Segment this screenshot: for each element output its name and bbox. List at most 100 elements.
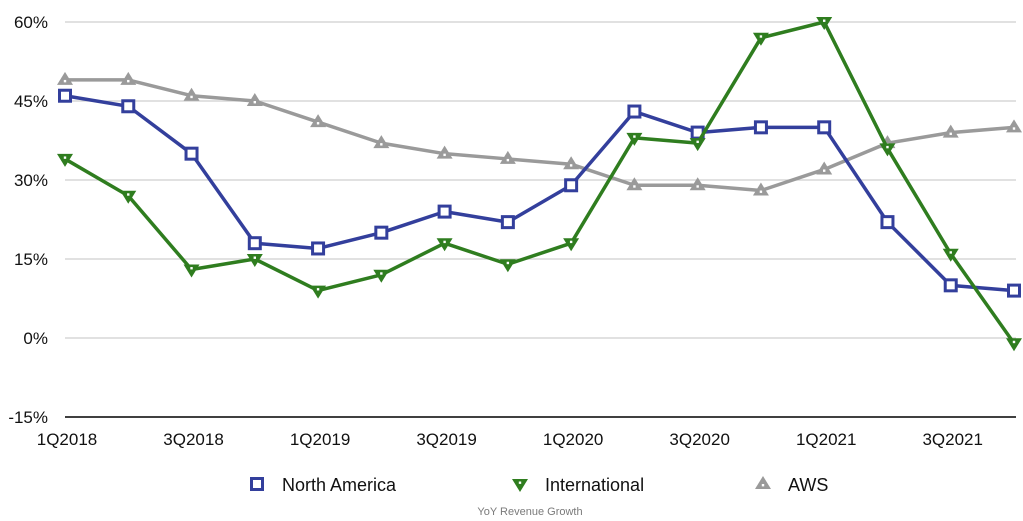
legend-label: AWS (788, 475, 828, 495)
data-point-marker (311, 241, 326, 256)
data-point-marker (879, 143, 896, 157)
marker-dot (63, 156, 67, 159)
series-line (65, 78, 1015, 193)
data-point-marker (57, 153, 73, 167)
data-point-marker (564, 178, 579, 193)
data-point-marker (500, 215, 515, 230)
marker-dot (1012, 127, 1016, 130)
data-point-marker (373, 269, 390, 283)
data-point-marker (373, 135, 390, 149)
data-point-marker (816, 161, 833, 175)
marker-dot (316, 288, 320, 291)
x-tick-label: 1Q2021 (796, 430, 857, 449)
data-point-marker (942, 124, 959, 138)
marker-dot (1012, 340, 1016, 344)
x-tick-label: 1Q2020 (543, 430, 604, 449)
data-point-marker (374, 225, 389, 240)
legend: North America International AWS (250, 475, 828, 495)
marker-dot (823, 19, 826, 22)
marker-dot (190, 267, 193, 270)
marker-dot (949, 251, 952, 254)
triangle-up-icon (755, 476, 771, 489)
marker-dot (569, 240, 573, 244)
y-axis: 60% 45% 30% 15% 0% -15% (8, 13, 48, 427)
y-tick-label: 60% (14, 13, 48, 32)
data-point-marker (247, 236, 262, 251)
marker-dot (63, 79, 67, 83)
marker-dot (443, 240, 446, 244)
marker-dot (190, 95, 193, 99)
data-point-marker (183, 87, 200, 101)
marker-dot (759, 190, 763, 193)
y-tick-label: -15% (8, 408, 48, 427)
marker-dot (886, 145, 889, 149)
data-point-marker (310, 114, 327, 128)
series-international (57, 17, 1022, 352)
data-point-marker (183, 264, 200, 278)
data-point-marker (626, 177, 643, 191)
data-point-marker (246, 254, 263, 267)
data-point-marker (563, 156, 580, 170)
marker-dot (761, 484, 765, 487)
legend-item-aws: AWS (755, 475, 828, 495)
data-point-marker (57, 71, 73, 85)
data-point-marker (120, 190, 137, 204)
y-tick-label: 30% (14, 171, 48, 190)
series-line (64, 94, 1015, 293)
legend-item-international: International (512, 475, 644, 495)
data-point-marker (626, 132, 643, 146)
data-point-marker (942, 248, 959, 262)
series-aws (57, 71, 1022, 196)
data-point-marker (752, 182, 769, 196)
marker-dot (759, 35, 763, 38)
marker-dot (633, 185, 636, 188)
legend-label: North America (282, 475, 397, 495)
data-point-marker (752, 32, 769, 46)
data-point-marker (563, 238, 580, 252)
marker-dot (569, 164, 573, 167)
series-north-america (58, 88, 1021, 298)
marker-dot (443, 153, 446, 157)
x-tick-label: 1Q2019 (290, 430, 351, 449)
data-point-marker (1006, 119, 1022, 133)
x-tick-label: 3Q2018 (163, 430, 224, 449)
marker-dot (316, 122, 320, 125)
marker-dot (633, 135, 636, 138)
data-point-marker (689, 138, 706, 152)
x-tick-label: 3Q2021 (922, 430, 983, 449)
data-point-marker (499, 150, 516, 164)
y-tick-label: 45% (14, 92, 48, 111)
chart-caption: YoY Revenue Growth (477, 506, 582, 518)
marker-dot (380, 143, 383, 146)
legend-label: International (545, 475, 644, 495)
series-line (64, 20, 1016, 345)
data-point-marker (310, 285, 327, 299)
x-axis: 1Q2018 3Q2018 1Q2019 3Q2019 1Q2020 3Q2020 1Q20… (37, 430, 983, 449)
data-point-marker (689, 177, 706, 191)
data-point-marker (499, 259, 516, 273)
gridlines (65, 21, 1016, 418)
data-point-marker (58, 88, 72, 103)
marker-dot (823, 169, 826, 172)
data-point-marker (246, 93, 263, 106)
square-icon (250, 477, 264, 491)
marker-dot (506, 158, 510, 162)
data-point-marker (120, 71, 137, 85)
marker-dot (696, 140, 699, 144)
x-tick-label: 1Q2018 (37, 430, 98, 449)
y-tick-label: 15% (14, 250, 48, 269)
data-point-marker (1006, 338, 1022, 352)
marker-dot (127, 79, 130, 83)
series-lines (57, 17, 1022, 352)
data-point-marker (436, 145, 453, 159)
marker-dot (253, 256, 256, 259)
data-point-marker (436, 238, 453, 252)
data-point-marker (943, 278, 958, 293)
data-point-marker (817, 120, 832, 135)
marker-dot (127, 193, 130, 196)
data-point-marker (121, 99, 136, 114)
data-point-marker (880, 215, 895, 230)
data-point-marker (1007, 283, 1021, 298)
data-point-marker (753, 120, 768, 135)
